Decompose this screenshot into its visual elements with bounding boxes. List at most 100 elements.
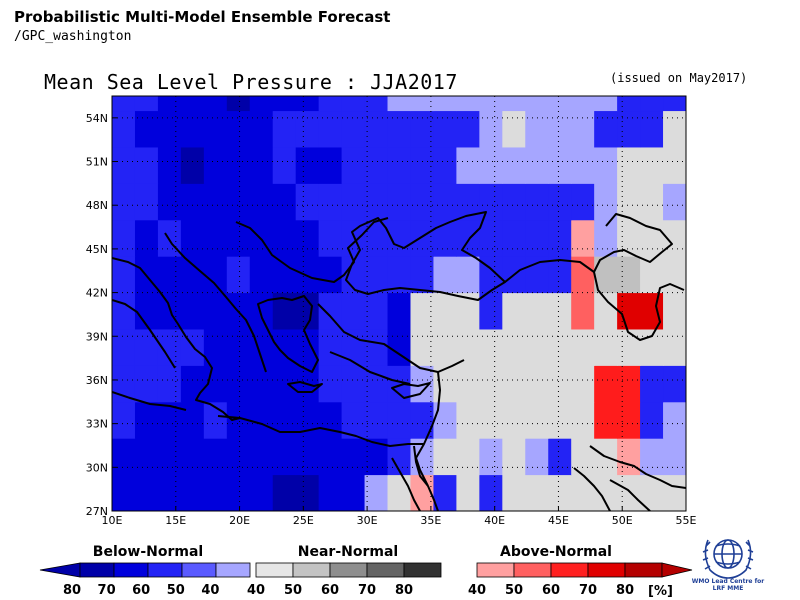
coastline-red-sea xyxy=(391,445,439,511)
grid-cell xyxy=(571,1,594,38)
legend-value-below: 40 xyxy=(201,583,219,598)
grid-cell xyxy=(433,183,457,221)
grid-cell xyxy=(594,183,618,221)
legend-value-below: 60 xyxy=(132,583,150,598)
grid-cell xyxy=(341,183,366,221)
x-tick-label: 15E xyxy=(165,514,186,527)
grid-cell xyxy=(433,110,457,148)
grid-cell xyxy=(364,292,389,330)
grid-cell xyxy=(594,0,617,2)
legend-swatch-above xyxy=(587,562,626,578)
grid-cell xyxy=(571,110,595,148)
grid-cell xyxy=(180,96,205,112)
grid-cell xyxy=(502,96,526,112)
grid-cell xyxy=(319,38,342,75)
grid-cell xyxy=(502,328,526,366)
map-title: Mean Sea Level Pressure : JJA2017 xyxy=(44,70,458,94)
legend-value-above: 80 xyxy=(616,583,634,598)
grid-cell xyxy=(525,38,548,75)
grid-cell xyxy=(617,328,641,366)
grid-cell xyxy=(525,219,549,257)
grid-cell xyxy=(318,328,343,366)
grid-cell xyxy=(433,401,457,439)
grid-cell xyxy=(571,474,595,511)
grid-cell xyxy=(295,474,320,511)
coastline-caspian xyxy=(593,213,685,341)
grid-cell xyxy=(295,183,320,221)
grid-cell xyxy=(387,328,411,366)
grid-cell xyxy=(663,292,686,330)
legend-value-near: 60 xyxy=(321,583,339,598)
legend-above-label: Above-Normal xyxy=(500,544,612,560)
grid-cell xyxy=(387,146,411,184)
y-tick-label: 51N xyxy=(86,156,108,169)
grid-cell xyxy=(295,96,320,112)
grid-cell xyxy=(341,146,366,184)
grid-cell xyxy=(502,365,526,403)
grid-cell xyxy=(273,38,296,75)
grid-cell xyxy=(548,438,572,476)
grid-cell xyxy=(388,38,411,75)
grid-cell xyxy=(272,438,297,476)
grid-cell xyxy=(249,438,274,476)
grid-cell xyxy=(226,110,251,148)
grid-cell xyxy=(663,1,686,38)
grid-cell xyxy=(112,38,135,75)
coastline-greece xyxy=(257,295,319,373)
grid-cell xyxy=(226,328,251,366)
grid-cell xyxy=(548,474,572,511)
probability-cells xyxy=(112,0,686,511)
grid-cell xyxy=(203,292,228,330)
grid-cell xyxy=(387,292,411,330)
grid-cell xyxy=(318,474,343,511)
grid-cell xyxy=(295,438,320,476)
grid-cell xyxy=(364,256,389,294)
grid-cell xyxy=(525,110,549,148)
grid-cell xyxy=(433,0,456,2)
grid-cell xyxy=(502,38,525,75)
grid-cell xyxy=(525,365,549,403)
legend-value-above: 40 xyxy=(468,583,486,598)
grid-cell xyxy=(663,438,686,476)
legend-swatch-above xyxy=(513,562,552,578)
grid-cell xyxy=(663,38,686,75)
grid-cell xyxy=(318,438,343,476)
grid-cell xyxy=(571,146,595,184)
grid-cell xyxy=(663,474,686,511)
grid-cell xyxy=(456,256,480,294)
coastline-black-sea xyxy=(345,211,506,301)
grid-cell xyxy=(180,401,205,439)
grid-cell xyxy=(433,38,456,75)
grid-cell xyxy=(479,183,503,221)
grid-cell xyxy=(502,401,526,439)
grid-cell xyxy=(433,1,456,38)
grid-cell xyxy=(479,365,503,403)
legend-value-above: 70 xyxy=(579,583,597,598)
grid-cell xyxy=(525,146,549,184)
grid-cell xyxy=(640,146,664,184)
grid-cell xyxy=(640,256,664,294)
grid-cell xyxy=(180,365,205,403)
grid-cell xyxy=(157,438,182,476)
grid-cell xyxy=(594,328,618,366)
grid-cell xyxy=(456,474,480,511)
grid-cell xyxy=(180,292,205,330)
graticule xyxy=(112,96,686,511)
grid-cell xyxy=(295,256,320,294)
grid-cell xyxy=(318,365,343,403)
grid-cell xyxy=(571,438,595,476)
grid-cell xyxy=(134,96,159,112)
grid-cell xyxy=(548,1,571,38)
grid-cell xyxy=(180,474,205,511)
grid-cell xyxy=(640,0,663,2)
wmo-logo-caption: WMO Lead Centre for LRF MME xyxy=(682,578,774,592)
grid-cell xyxy=(364,474,389,511)
grid-cell xyxy=(203,328,228,366)
issued-date: (issued on May2017) xyxy=(610,71,748,85)
grid-cell xyxy=(640,474,664,511)
grid-cell xyxy=(134,438,159,476)
legend-value-above: 60 xyxy=(542,583,560,598)
grid-cell xyxy=(226,256,251,294)
grid-cell xyxy=(548,219,572,257)
grid-cell xyxy=(548,110,572,148)
